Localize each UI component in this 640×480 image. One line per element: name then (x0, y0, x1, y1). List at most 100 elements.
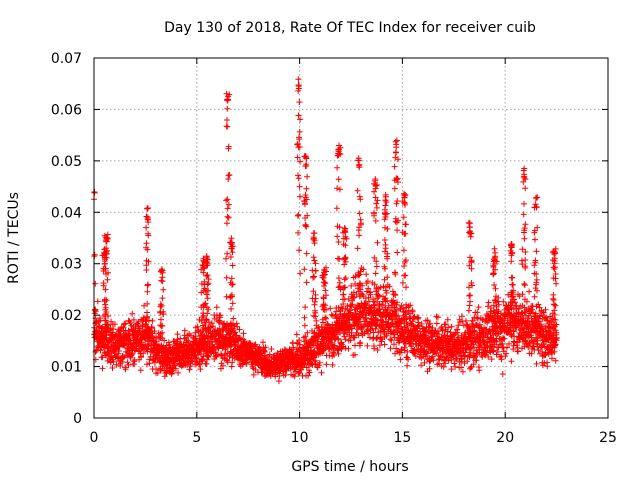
data-point (331, 352, 337, 359)
data-point (100, 280, 107, 287)
data-point (157, 309, 164, 316)
data-point (158, 302, 165, 309)
data-point (310, 274, 317, 281)
data-point (138, 339, 145, 346)
data-point (145, 232, 152, 239)
data-point (323, 292, 330, 299)
data-point (111, 321, 118, 328)
data-point (356, 303, 363, 310)
data-points (91, 76, 560, 385)
data-point (192, 333, 199, 340)
data-point (338, 304, 345, 311)
data-point (158, 346, 165, 353)
data-point (337, 329, 344, 336)
data-point (470, 361, 477, 368)
data-point (402, 230, 409, 237)
data-point (200, 269, 207, 276)
data-point (451, 360, 458, 367)
data-point (533, 276, 540, 283)
data-point (345, 295, 352, 302)
data-point (127, 319, 134, 326)
data-point (109, 365, 116, 371)
data-point (303, 154, 310, 161)
data-point (297, 193, 303, 200)
data-point (491, 297, 498, 304)
data-point (334, 164, 341, 171)
data-point (349, 301, 356, 308)
data-point (322, 280, 329, 287)
data-point (373, 204, 380, 211)
x-tick-label: 15 (393, 430, 411, 446)
data-point (311, 237, 318, 244)
data-point (393, 307, 400, 314)
data-point (370, 343, 377, 349)
data-point (148, 324, 155, 330)
data-point (382, 248, 388, 255)
data-point (144, 214, 151, 221)
data-point (525, 344, 532, 351)
data-point (392, 271, 399, 278)
data-point (534, 314, 541, 321)
data-point (507, 299, 514, 305)
data-point (523, 340, 530, 347)
data-point (295, 85, 302, 92)
data-point (224, 117, 230, 123)
data-point (356, 193, 363, 200)
data-point (336, 224, 343, 231)
data-point (522, 221, 529, 228)
data-point (445, 324, 452, 331)
data-point (99, 354, 106, 361)
data-point (158, 323, 165, 330)
data-point (225, 201, 232, 208)
data-point (266, 351, 273, 358)
data-point (522, 309, 529, 316)
data-point (204, 256, 211, 263)
data-point (108, 339, 115, 346)
data-point (510, 281, 516, 288)
data-point (163, 342, 170, 349)
data-point (202, 322, 209, 328)
data-point (250, 371, 257, 378)
data-point (351, 334, 358, 341)
data-point (426, 323, 433, 330)
y-tick-label: 0.05 (51, 154, 82, 170)
data-point (171, 362, 178, 369)
data-point (224, 105, 231, 112)
data-point (371, 254, 378, 261)
data-point (521, 227, 528, 234)
data-point (493, 306, 500, 313)
data-point (321, 306, 328, 313)
data-point (381, 276, 388, 283)
data-point (468, 329, 475, 336)
data-point (400, 214, 407, 221)
data-point (473, 357, 480, 364)
data-point (553, 280, 560, 287)
data-point (549, 325, 556, 332)
data-point (199, 355, 206, 362)
data-point (292, 351, 299, 358)
data-point (533, 204, 540, 211)
data-point (474, 315, 481, 322)
data-point (498, 316, 505, 323)
data-point (91, 307, 98, 314)
data-point (335, 284, 342, 291)
data-point (228, 245, 235, 252)
data-point (439, 327, 446, 334)
data-point (387, 345, 394, 352)
data-point (335, 315, 342, 322)
data-point (293, 331, 300, 338)
data-point (310, 288, 317, 295)
x-tick-label: 5 (192, 430, 201, 446)
data-point (322, 314, 329, 321)
data-point (387, 336, 394, 343)
data-point (297, 270, 304, 277)
data-point (310, 254, 317, 261)
data-point (340, 296, 346, 303)
data-point (492, 322, 499, 329)
data-point (203, 304, 210, 311)
data-point (158, 342, 165, 349)
data-point (103, 309, 110, 315)
data-point (394, 249, 401, 256)
data-point (229, 249, 236, 256)
data-point (138, 354, 145, 361)
